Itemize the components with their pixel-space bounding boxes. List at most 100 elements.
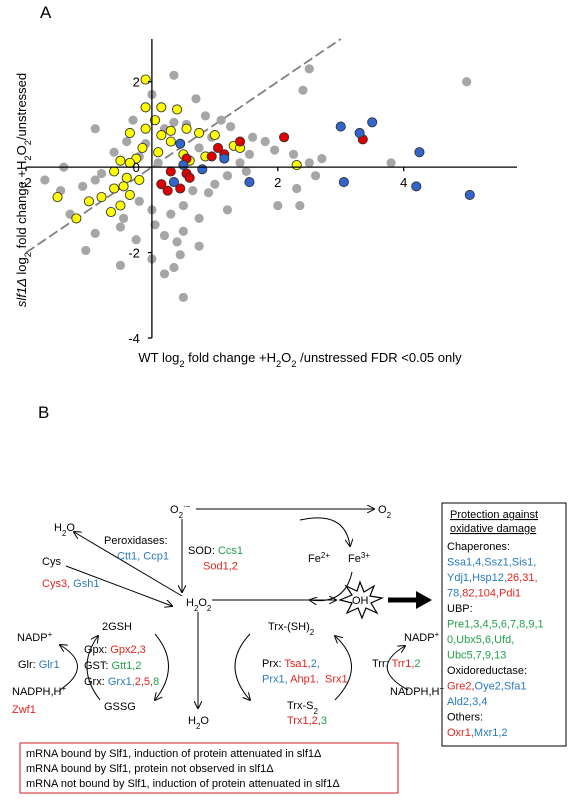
- enzyme-label: Prx:: [262, 658, 284, 670]
- data-point: [150, 220, 160, 230]
- data-point: [109, 147, 119, 157]
- gene-name: Ahp1.: [288, 674, 319, 686]
- data-point: [109, 166, 120, 177]
- data-point: [168, 177, 179, 188]
- data-point: [105, 206, 117, 218]
- gene-name: Trx1,2,: [287, 715, 321, 727]
- text-part: NADPH,H: [12, 686, 62, 698]
- data-point: [225, 121, 236, 132]
- species-label: OH: [352, 595, 369, 607]
- gene-name: 3: [321, 715, 327, 727]
- gene-line: Trx1,2,3: [287, 715, 327, 727]
- text-part: Fe: [308, 553, 321, 565]
- x-axis-label: WT log2 fold change +H2O2 /unstressed FD…: [138, 350, 462, 369]
- species-label: Trx-S2: [287, 700, 318, 716]
- gene-line: Prx1, Ahp1. Srx1: [262, 674, 348, 686]
- data-point: [234, 136, 246, 147]
- data-point: [273, 200, 283, 211]
- gene-line: 78,82,104,Pdi1: [447, 588, 521, 600]
- data-point: [178, 292, 188, 303]
- data-point: [165, 166, 176, 177]
- data-point: [291, 159, 302, 171]
- species-label: Cys: [42, 556, 61, 568]
- enzyme-label: SOD:: [188, 545, 218, 557]
- data-point: [194, 241, 204, 251]
- gene-line: Sod1,2: [203, 561, 238, 573]
- y-tick-label: 2: [133, 75, 140, 90]
- thick-arrow-head: [416, 591, 432, 609]
- gene-line: GST: Gtt1,2: [84, 660, 141, 672]
- data-point: [134, 174, 145, 186]
- data-point: [222, 171, 233, 181]
- data-point: [203, 188, 214, 198]
- text-part: fold change +H: [185, 350, 276, 365]
- arrow: [386, 646, 409, 691]
- data-point: [149, 115, 161, 126]
- data-point: [172, 237, 182, 247]
- box-title: Protection against: [450, 509, 538, 521]
- data-point: [317, 154, 327, 164]
- panel-label: A: [40, 3, 52, 22]
- data-point: [197, 164, 208, 175]
- data-point: [219, 153, 230, 164]
- text-part: H: [188, 715, 196, 727]
- text-part: Cys: [42, 556, 61, 568]
- arrow: [86, 636, 101, 701]
- text-part: Trx-S: [287, 700, 313, 712]
- radical-burst: [338, 580, 385, 620]
- text-part: O: [170, 504, 179, 516]
- text-part: H: [54, 522, 62, 534]
- gene-line: Pre1,3,4,5,6,7,8,9,1: [447, 619, 544, 631]
- gene-name: Prx1,: [262, 674, 288, 686]
- gene-name: Glr1: [39, 659, 60, 671]
- x-tick-label: -2: [20, 175, 32, 190]
- species-label: GSSG: [104, 701, 136, 713]
- arrow: [74, 532, 183, 597]
- data-point: [241, 166, 251, 177]
- y-tick-label: -2: [128, 246, 140, 261]
- data-point: [169, 117, 179, 127]
- arrow: [234, 633, 250, 700]
- gene-name: Srx1: [319, 674, 348, 686]
- species-label: NADPH,H+: [12, 684, 67, 699]
- gene-line: Oxr1,Mxr1,2: [447, 727, 508, 739]
- data-point: [188, 186, 198, 196]
- data-point: [194, 143, 204, 153]
- data-point: [78, 181, 88, 191]
- gene-name: Ydj1,Hsp12,: [447, 572, 507, 584]
- data-point: [156, 130, 167, 141]
- y-axis-label: slf1Δ log2 fold change +H2O2/unstressed: [14, 73, 33, 307]
- data-point: [209, 130, 220, 141]
- text-part: 2: [23, 155, 33, 160]
- gene-name: Oxidoreductase:: [447, 665, 527, 677]
- data-point: [260, 136, 270, 147]
- text-part: 2: [179, 511, 183, 520]
- data-point: [137, 142, 148, 153]
- data-point: [128, 115, 138, 125]
- data-point: [411, 181, 422, 192]
- box-title: oxidative damage: [450, 523, 536, 535]
- gene-name: Gre2,: [447, 681, 475, 693]
- gene-line: Oxidoreductase:: [447, 665, 527, 677]
- gene-line: Ctt1, Ccp1: [117, 551, 169, 563]
- legend-entry: mRNA bound by Slf1, induction of protein…: [26, 748, 322, 760]
- gene-name: 8: [153, 676, 159, 688]
- species-label: O2·−: [170, 502, 191, 520]
- enzyme-label: Gpx:: [84, 644, 110, 656]
- text-part: +: [62, 684, 67, 693]
- text-part: 2: [196, 722, 200, 731]
- gene-name: UBP:: [447, 603, 473, 615]
- gene-name: 82,104,: [462, 588, 499, 600]
- enzyme-label: Glr:: [18, 659, 39, 671]
- data-point: [165, 125, 176, 136]
- data-point: [335, 121, 346, 132]
- data-point: [191, 94, 201, 104]
- enzyme-label: Grx:: [84, 676, 108, 688]
- text-part: 2: [310, 628, 314, 637]
- text-part: O: [281, 350, 291, 365]
- data-point: [178, 159, 189, 171]
- text-part: O: [14, 145, 29, 155]
- gene-name: Gtt1,2: [112, 660, 142, 672]
- gene-name: 2,: [311, 658, 320, 670]
